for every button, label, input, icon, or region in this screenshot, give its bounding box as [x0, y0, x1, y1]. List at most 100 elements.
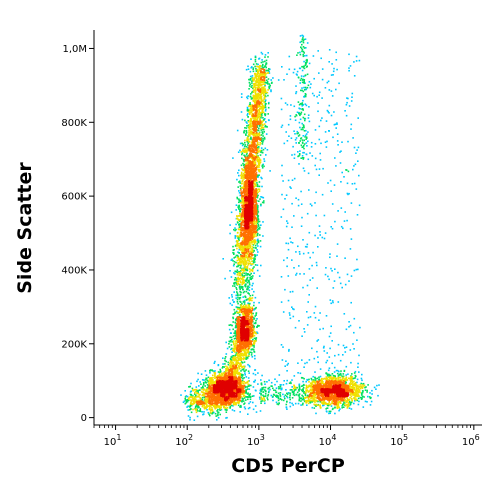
- data-point: [263, 399, 266, 401]
- data-point: [256, 269, 259, 272]
- data-point: [248, 274, 251, 276]
- data-point: [251, 243, 254, 245]
- data-point: [239, 200, 242, 203]
- data-point: [297, 198, 300, 201]
- data-point: [257, 383, 259, 385]
- data-point: [235, 283, 238, 285]
- data-point: [328, 401, 330, 403]
- data-point: [241, 281, 244, 284]
- data-point: [241, 399, 244, 401]
- data-point: [350, 398, 353, 400]
- data-point: [348, 280, 350, 282]
- data-point: [313, 77, 315, 80]
- data-point: [345, 114, 348, 117]
- data-point: [306, 58, 308, 61]
- data-point: [257, 168, 260, 171]
- data-point: [326, 109, 329, 112]
- data-point: [303, 38, 305, 41]
- data-point: [331, 401, 334, 404]
- data-point: [313, 357, 316, 360]
- data-point: [237, 206, 239, 209]
- data-point: [259, 96, 261, 99]
- data-point: [245, 284, 247, 286]
- data-point: [254, 92, 257, 95]
- data-point: [281, 359, 284, 361]
- data-point: [259, 149, 262, 152]
- data-point: [291, 242, 294, 244]
- data-point: [334, 157, 336, 159]
- data-point: [286, 379, 288, 382]
- data-point: [354, 391, 356, 394]
- data-point: [339, 401, 341, 404]
- data-point: [293, 375, 296, 377]
- data-point: [302, 158, 305, 160]
- data-point: [238, 320, 240, 322]
- data-point: [302, 53, 304, 56]
- data-point: [314, 143, 317, 145]
- data-point: [329, 377, 331, 380]
- data-point: [259, 392, 261, 394]
- data-point: [354, 382, 357, 384]
- data-point: [240, 255, 243, 257]
- data-point: [322, 327, 324, 330]
- data-point: [349, 377, 351, 380]
- data-point: [256, 209, 259, 211]
- data-point: [267, 395, 269, 397]
- data-point: [293, 153, 296, 156]
- data-point: [239, 194, 242, 197]
- data-point: [328, 376, 330, 379]
- data-point: [233, 279, 236, 281]
- data-point: [301, 394, 303, 397]
- data-point: [339, 282, 342, 285]
- data-point: [254, 258, 256, 260]
- data-point: [225, 411, 228, 413]
- data-point: [241, 195, 243, 198]
- data-point: [240, 305, 242, 308]
- data-point: [224, 408, 227, 411]
- data-point: [245, 389, 248, 392]
- data-point: [250, 315, 252, 317]
- data-point: [350, 380, 352, 383]
- data-point: [293, 215, 295, 217]
- data-point: [338, 370, 340, 373]
- data-point: [258, 58, 260, 60]
- data-point: [264, 389, 266, 391]
- data-point: [234, 256, 237, 258]
- data-point: [241, 257, 243, 260]
- data-point: [310, 396, 313, 398]
- data-point: [263, 101, 265, 104]
- data-point: [241, 365, 243, 368]
- data-point: [244, 257, 246, 260]
- data-point: [370, 400, 373, 403]
- data-point: [238, 274, 241, 277]
- data-point: [234, 372, 237, 375]
- data-point: [210, 394, 213, 396]
- data-point: [241, 313, 244, 315]
- data-point: [327, 369, 330, 372]
- data-point: [349, 397, 351, 399]
- data-point: [240, 164, 243, 167]
- data-point: [239, 142, 242, 145]
- data-point: [282, 393, 284, 396]
- data-point: [253, 235, 255, 238]
- data-point: [247, 292, 249, 294]
- data-point: [299, 372, 302, 375]
- data-point: [252, 282, 254, 285]
- data-point: [255, 81, 258, 84]
- data-point: [216, 419, 218, 421]
- data-point: [242, 374, 244, 376]
- data-point: [299, 102, 302, 105]
- data-point: [274, 378, 276, 380]
- data-point: [307, 301, 309, 303]
- data-point: [306, 311, 308, 313]
- data-point: [193, 398, 195, 401]
- data-point: [311, 155, 314, 157]
- data-point: [291, 226, 293, 228]
- data-point: [303, 47, 306, 49]
- data-point: [295, 388, 297, 391]
- data-point: [234, 321, 237, 324]
- data-point: [202, 387, 204, 389]
- data-point: [353, 394, 355, 396]
- data-point: [293, 390, 295, 393]
- data-point: [253, 108, 256, 111]
